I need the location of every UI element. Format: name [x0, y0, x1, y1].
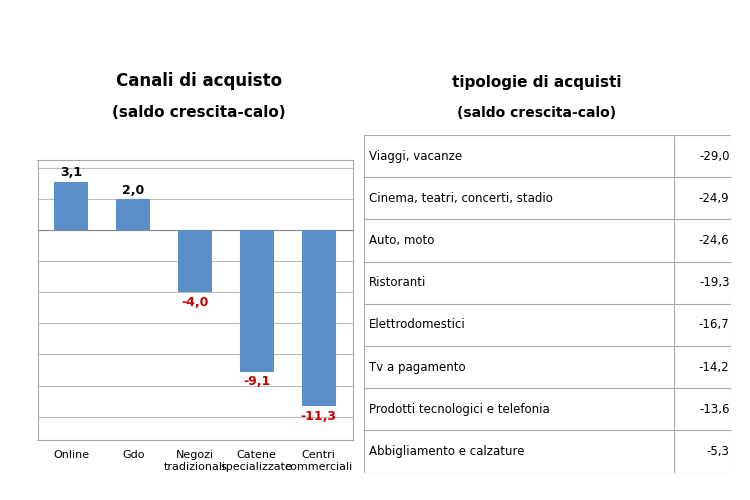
- Text: Ristoranti: Ristoranti: [369, 276, 427, 289]
- Text: Prodotti tecnologici e telefonia: Prodotti tecnologici e telefonia: [369, 402, 550, 415]
- Text: Abbigliamento e calzature: Abbigliamento e calzature: [369, 445, 525, 458]
- Text: -24,9: -24,9: [699, 192, 730, 205]
- Text: -24,6: -24,6: [699, 234, 730, 247]
- Bar: [178, 230, 212, 292]
- Text: -29,0: -29,0: [699, 150, 730, 162]
- Text: -14,2: -14,2: [699, 360, 730, 374]
- Text: (saldo crescita-calo): (saldo crescita-calo): [112, 105, 286, 120]
- Text: Elettrodomestici: Elettrodomestici: [369, 318, 466, 332]
- Text: -13,6: -13,6: [699, 402, 730, 415]
- Text: 2,0: 2,0: [122, 184, 144, 196]
- Text: -19,3: -19,3: [699, 276, 730, 289]
- Text: Tv a pagamento: Tv a pagamento: [369, 360, 466, 374]
- Text: Auto, moto: Auto, moto: [369, 234, 435, 247]
- Text: -16,7: -16,7: [699, 318, 730, 332]
- Bar: [55, 182, 88, 230]
- Text: Canali di acquisto: Canali di acquisto: [116, 72, 282, 90]
- Text: tipologie di acquisti: tipologie di acquisti: [452, 75, 621, 90]
- Text: (saldo crescita-calo): (saldo crescita-calo): [457, 106, 616, 120]
- Text: 3,1: 3,1: [61, 166, 82, 179]
- Text: -11,3: -11,3: [301, 410, 337, 422]
- Bar: [116, 199, 150, 230]
- Text: Cinema, teatri, concerti, stadio: Cinema, teatri, concerti, stadio: [369, 192, 554, 205]
- Bar: [240, 230, 274, 372]
- Text: -9,1: -9,1: [243, 376, 271, 388]
- Text: Viaggi, vacanze: Viaggi, vacanze: [369, 150, 463, 162]
- Text: -5,3: -5,3: [706, 445, 730, 458]
- Bar: [302, 230, 335, 406]
- Text: -4,0: -4,0: [182, 296, 209, 309]
